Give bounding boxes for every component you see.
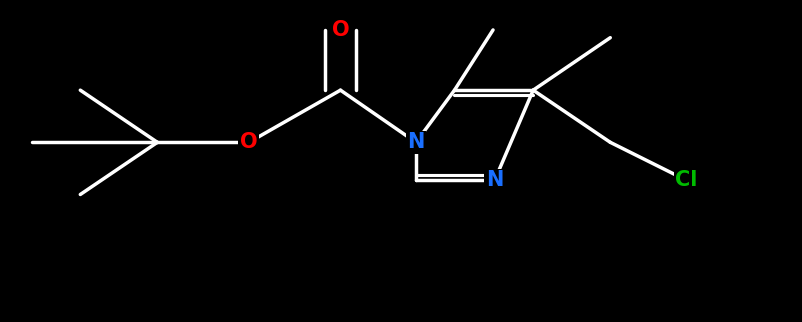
Text: O: O	[331, 20, 349, 40]
Text: N: N	[407, 132, 424, 152]
Text: N: N	[485, 170, 503, 190]
Text: O: O	[240, 132, 257, 152]
Text: Cl: Cl	[674, 170, 697, 190]
